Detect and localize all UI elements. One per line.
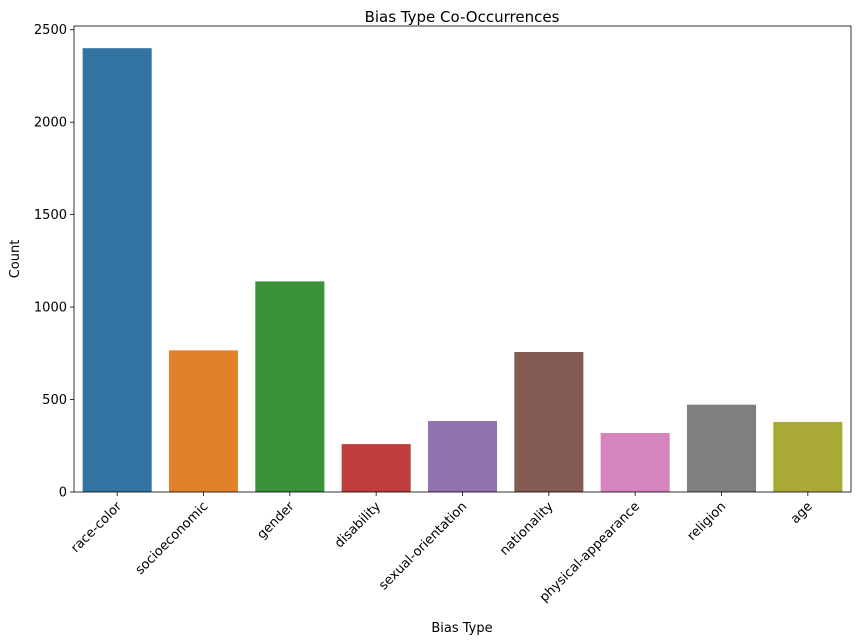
x-tick-label: gender	[254, 499, 298, 543]
bar-sexual-orientation	[427, 420, 498, 492]
y-tick-label: 0	[59, 486, 67, 501]
x-tick-label: disability	[332, 499, 384, 551]
x-tick-label: physical-appearance	[537, 499, 643, 605]
bar-race-color	[82, 48, 152, 492]
x-tick-label: religion	[685, 499, 730, 544]
chart-title: Bias Type Co-Occurrences	[365, 8, 560, 26]
bar-gender	[255, 281, 325, 492]
x-axis: race-color socioeconomic gender disabilitys…	[68, 492, 816, 605]
y-tick-label: 2500	[34, 23, 67, 38]
x-tick-label: sexual-orientation	[376, 499, 470, 593]
bar-nationality	[514, 352, 584, 492]
y-tick-label: 500	[42, 393, 67, 408]
x-tick-label: nationality	[497, 499, 557, 559]
y-axis: 0 500 1000 1500 2000 2500	[34, 23, 74, 501]
x-axis-label: Bias Type	[431, 621, 492, 636]
bar-socioeconomic	[168, 350, 239, 492]
x-tick-label: age	[788, 499, 816, 527]
plot-frame	[73, 25, 852, 493]
bar-religion	[686, 404, 757, 492]
y-tick-label: 2000	[34, 116, 67, 131]
bars-group	[82, 48, 843, 492]
bar-age	[773, 421, 843, 492]
x-tick-label: race-color	[68, 499, 125, 556]
y-axis-label: Count	[8, 240, 23, 279]
y-tick-label: 1000	[34, 301, 67, 316]
x-tick-label: socioeconomic	[133, 499, 212, 578]
bar-disability	[341, 444, 411, 492]
y-tick-label: 1500	[34, 208, 67, 223]
bar-physical-appearance	[600, 433, 670, 492]
